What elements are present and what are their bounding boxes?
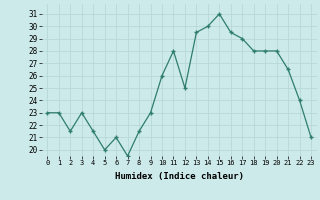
X-axis label: Humidex (Indice chaleur): Humidex (Indice chaleur) — [115, 172, 244, 181]
